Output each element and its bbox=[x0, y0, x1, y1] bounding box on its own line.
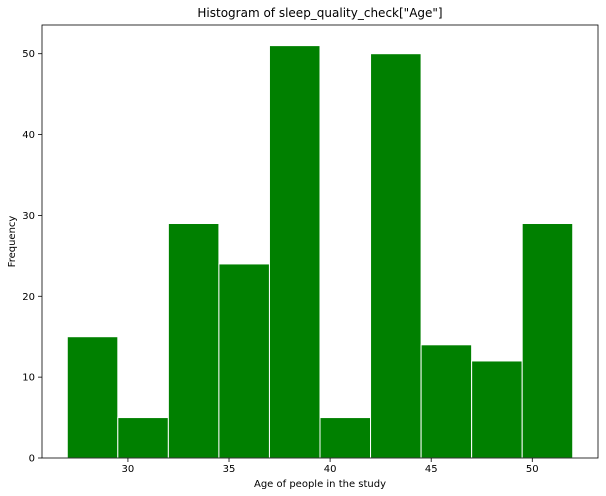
histogram-bar bbox=[268, 45, 321, 459]
y-axis-label: Frequency bbox=[7, 216, 18, 268]
histogram-bar bbox=[218, 263, 270, 459]
histogram-bar bbox=[370, 53, 422, 459]
y-tick-label: 40 bbox=[22, 130, 35, 141]
x-tick-label: 30 bbox=[122, 464, 135, 475]
y-tick-label: 10 bbox=[22, 373, 35, 384]
histogram-bar bbox=[471, 360, 523, 459]
y-tick-label: 0 bbox=[29, 454, 35, 465]
chart-title: Histogram of sleep_quality_check["Age"] bbox=[197, 6, 442, 20]
x-tick-label: 35 bbox=[223, 464, 236, 475]
x-tick-label: 40 bbox=[324, 464, 337, 475]
y-axis-ticks: 0 10 20 30 40 50 bbox=[22, 49, 42, 465]
histogram-bar bbox=[66, 336, 119, 459]
histogram-bar bbox=[319, 417, 372, 459]
bars-group bbox=[66, 45, 574, 459]
histogram-bar bbox=[117, 417, 169, 459]
x-axis-label: Age of people in the study bbox=[254, 479, 386, 490]
x-axis-ticks: 30 35 40 45 50 bbox=[122, 458, 539, 475]
x-tick-label: 50 bbox=[526, 464, 539, 475]
axes-frame bbox=[41, 24, 599, 459]
histogram-bar bbox=[420, 344, 473, 459]
y-tick-label: 30 bbox=[22, 211, 35, 222]
x-tick-label: 45 bbox=[425, 464, 438, 475]
histogram-bar bbox=[521, 223, 574, 459]
histogram-bar bbox=[167, 223, 220, 459]
y-tick-label: 20 bbox=[22, 292, 35, 303]
y-tick-label: 50 bbox=[22, 49, 35, 60]
